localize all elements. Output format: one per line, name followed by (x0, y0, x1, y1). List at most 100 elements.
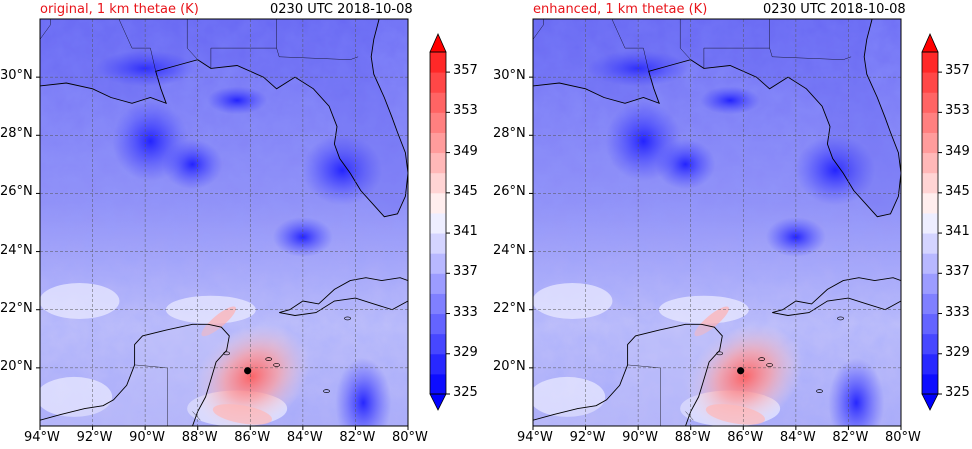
island (816, 389, 823, 393)
low-thetae-region (272, 217, 333, 258)
borders (40, 19, 359, 426)
north-america-land (533, 19, 901, 217)
moderate-thetae-region (533, 282, 613, 319)
low-thetae-region (828, 357, 885, 426)
colorbar-segment (430, 233, 446, 254)
colorbar-tick-label: 329 (453, 344, 478, 360)
colorbar-tick-label: 341 (945, 224, 970, 240)
warm-band (694, 306, 730, 337)
political-border (685, 411, 694, 421)
colorbar-tick-label: 349 (453, 143, 478, 159)
colorbar-segment (922, 253, 938, 274)
colorbar-segment (922, 212, 938, 234)
lon-tick-label: 80°W (392, 430, 428, 445)
colorbar-tick-label: 353 (945, 103, 970, 119)
lat-tick-label: 30°N (493, 68, 526, 84)
colorbar-segment (430, 172, 446, 194)
island (344, 316, 351, 321)
colorbar-tick-label: 325 (453, 385, 478, 400)
colorbar-tick-label: 345 (453, 183, 478, 199)
colorbar-segment (430, 293, 446, 315)
coastlines (533, 19, 901, 426)
map-panel-enhanced: enhanced, 1 km thetae (K) 0230 UTC 2018-… (493, 0, 972, 449)
lat-tick-label: 24°N (493, 242, 526, 258)
lon-tick-label: 86°W (727, 430, 764, 445)
political-border (680, 19, 691, 60)
colorbar-segment (430, 212, 446, 234)
political-border (276, 48, 359, 60)
hurricane-warm-core (193, 323, 310, 426)
colorbar-tick-label: 357 (453, 63, 478, 79)
low-thetae-region (162, 139, 223, 190)
lat-tick-label: 28°N (493, 126, 526, 142)
colorbar-segment (922, 353, 938, 375)
yucatan-coastline (533, 323, 723, 426)
colorbar-extend-high (921, 33, 939, 53)
lat-tick-label: 24°N (0, 242, 33, 258)
lon-tick-label: 88°W (674, 430, 711, 445)
colorbar-segment (922, 52, 938, 73)
colorbar (921, 33, 942, 411)
gridlines (533, 19, 901, 426)
lat-tick-label: 26°N (0, 184, 33, 200)
panel-time: 0230 UTC 2018-10-08 (270, 2, 413, 17)
colorbar-tick-label: 329 (945, 344, 970, 360)
colorbar-tick-label: 337 (453, 264, 478, 280)
low-thetae-region (335, 357, 392, 426)
warm-band (212, 404, 272, 425)
lon-tick-label: 82°W (339, 430, 376, 445)
lon-tick-label: 92°W (569, 430, 606, 445)
colorbar-segment (430, 373, 446, 395)
colorbar-segment (922, 132, 938, 154)
colorbar-segment (430, 353, 446, 375)
colorbar-segment (922, 273, 938, 294)
colorbar-segment (922, 233, 938, 254)
low-thetae-region (207, 86, 268, 115)
lat-tick-label: 20°N (0, 358, 33, 374)
borders (533, 19, 852, 426)
colorbar-segment (430, 52, 446, 73)
colorbar-segment (922, 72, 938, 93)
cuba-coastline (279, 277, 408, 316)
warm-band (201, 306, 237, 337)
north-america-land (40, 19, 408, 217)
colorbar-extend-low (429, 393, 447, 411)
colorbar-segment (430, 313, 446, 335)
political-border (118, 19, 156, 72)
warm-band (705, 404, 765, 425)
colorbar-segment (430, 72, 446, 93)
political-border (627, 364, 661, 369)
colorbar-tick-label: 333 (945, 304, 970, 320)
lat-tick-label: 26°N (493, 184, 526, 200)
low-thetae-region (795, 135, 876, 206)
lon-tick-label: 82°W (832, 430, 869, 445)
colorbar-extend-low (921, 393, 939, 411)
cuba-coastline (772, 277, 901, 316)
gridlines (40, 19, 408, 426)
political-border (533, 19, 544, 40)
political-border (611, 19, 649, 72)
low-thetae-region (302, 135, 383, 206)
gulf-coastline (40, 19, 408, 218)
colorbar-segment (922, 293, 938, 315)
political-border (703, 19, 770, 69)
lon-tick-label: 84°W (779, 430, 816, 445)
colorbar-tick-label: 325 (945, 385, 970, 400)
island (758, 357, 766, 361)
colorbar-segment (430, 112, 446, 133)
colorbar-segment (430, 192, 446, 214)
map-frame (532, 18, 902, 427)
lon-tick-label: 88°W (181, 430, 218, 445)
storm-center-marker (244, 367, 252, 375)
island (223, 351, 230, 356)
colorbar-tick-label: 353 (453, 103, 478, 119)
colorbar-tick-label: 357 (945, 63, 970, 79)
colorbar (429, 33, 450, 411)
colorbar-extend-high (429, 33, 447, 53)
colorbar-segment (922, 152, 938, 174)
lon-tick-label: 94°W (24, 430, 60, 445)
panel-title: original, 1 km thetae (K) (40, 2, 199, 17)
colorbar-segment (922, 92, 938, 113)
map-panel-enhanced (529, 18, 942, 430)
